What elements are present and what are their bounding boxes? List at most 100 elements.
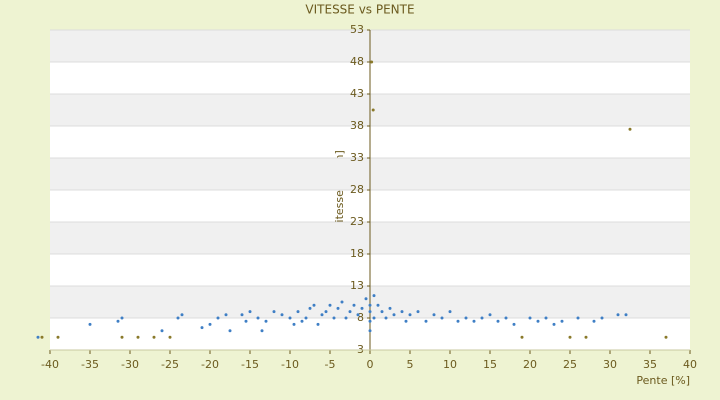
x-tick-label: 40	[683, 358, 697, 371]
point	[344, 316, 348, 320]
point	[352, 303, 356, 307]
point	[368, 310, 372, 314]
point	[448, 310, 452, 314]
point	[380, 310, 384, 314]
point	[364, 297, 368, 301]
point	[340, 300, 344, 304]
point	[120, 316, 124, 320]
y-tick-label: 53	[350, 23, 364, 36]
point	[488, 313, 492, 317]
point	[176, 316, 180, 320]
point	[384, 316, 388, 320]
x-tick-label: 30	[603, 358, 617, 371]
point	[240, 313, 244, 317]
point	[576, 316, 580, 320]
point	[368, 319, 372, 323]
point	[480, 316, 484, 320]
point	[512, 322, 516, 326]
y-tick-label: 13	[350, 279, 364, 292]
point	[208, 322, 212, 326]
x-tick-label: -15	[241, 358, 259, 371]
point	[136, 335, 140, 339]
point	[120, 335, 124, 339]
point	[370, 60, 374, 64]
x-axis-title: Pente [%]	[636, 374, 690, 387]
point	[200, 326, 204, 330]
y-tick-label: 38	[350, 119, 364, 132]
point	[368, 303, 372, 307]
point	[336, 306, 340, 310]
x-tick-label: -30	[121, 358, 139, 371]
point	[260, 329, 264, 333]
point	[308, 306, 312, 310]
point	[372, 316, 376, 320]
point	[400, 310, 404, 314]
point	[372, 294, 376, 298]
point	[152, 335, 156, 339]
y-tick-label: 8	[357, 311, 364, 324]
point	[616, 313, 620, 317]
point	[348, 310, 352, 314]
point	[324, 310, 328, 314]
x-tick-label: -10	[281, 358, 299, 371]
y-tick-label: 28	[350, 183, 364, 196]
point	[368, 329, 372, 333]
x-tick-label: -40	[41, 358, 59, 371]
point	[116, 319, 120, 323]
point	[264, 319, 268, 323]
point	[424, 319, 428, 323]
y-tick-label: 23	[350, 215, 364, 228]
point	[292, 322, 296, 326]
point	[288, 316, 292, 320]
y-tick-label: 48	[350, 55, 364, 68]
x-tick-label: -25	[161, 358, 179, 371]
point	[224, 313, 228, 317]
point	[376, 303, 380, 307]
x-tick-label: -35	[81, 358, 99, 371]
point	[464, 316, 468, 320]
point	[332, 316, 336, 320]
point	[496, 319, 500, 323]
point	[440, 316, 444, 320]
point	[456, 319, 460, 323]
y-tick-label: 43	[350, 87, 364, 100]
point	[628, 127, 632, 131]
x-tick-label: -20	[201, 358, 219, 371]
point	[584, 335, 588, 339]
point	[328, 303, 332, 307]
point	[432, 313, 436, 317]
point	[248, 310, 252, 314]
point	[312, 303, 316, 307]
y-tick-label: 18	[350, 247, 364, 260]
point	[371, 108, 375, 112]
point	[624, 313, 628, 317]
point	[600, 316, 604, 320]
point	[360, 306, 364, 310]
point	[272, 310, 276, 314]
x-tick-label: -5	[325, 358, 336, 371]
point	[296, 310, 300, 314]
x-tick-label: 10	[443, 358, 457, 371]
point	[356, 313, 360, 317]
point	[592, 319, 596, 323]
chart-title: VITESSE vs PENTE	[305, 3, 414, 17]
point	[568, 335, 572, 339]
x-tick-label: 5	[407, 358, 414, 371]
point	[544, 316, 548, 320]
x-tick-label: 0	[367, 358, 374, 371]
point	[316, 322, 320, 326]
point	[388, 306, 392, 310]
point	[300, 319, 304, 323]
point	[320, 313, 324, 317]
point	[472, 319, 476, 323]
point	[160, 329, 164, 333]
point	[416, 310, 420, 314]
point	[664, 335, 668, 339]
point	[280, 313, 284, 317]
x-tick-label: 15	[483, 358, 497, 371]
point	[256, 316, 260, 320]
point	[504, 316, 508, 320]
point	[392, 313, 396, 317]
point	[408, 313, 412, 317]
point	[404, 319, 408, 323]
